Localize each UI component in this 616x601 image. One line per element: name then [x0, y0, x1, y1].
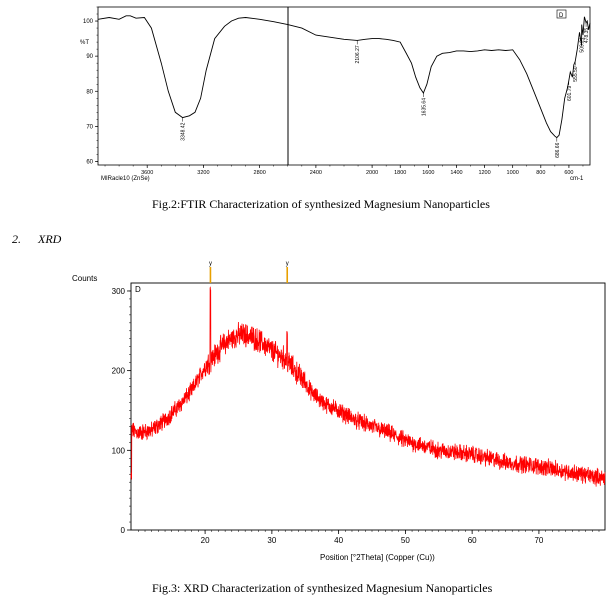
ftir-corner-box: [556, 9, 567, 19]
section-number: 2.: [12, 232, 21, 246]
ftir-x-tick-label: 1400: [450, 170, 462, 176]
section-heading: 2. XRD: [12, 232, 61, 247]
ftir-y-tick-label: 70: [86, 124, 93, 130]
ftir-peak-label: 601.79: [567, 86, 573, 102]
ftir-peak-label: 2106.27: [355, 45, 361, 63]
ftir-peak-label: 1635.64: [421, 98, 427, 116]
section-title: XRD: [38, 232, 62, 246]
xrd-x-tick-label: 30: [267, 536, 276, 545]
xrd-marker-label: y: [209, 261, 212, 267]
ftir-x-tick-label: 2000: [366, 170, 378, 176]
xrd-x-tick-label: 70: [534, 536, 543, 545]
ftir-x-tick-label: 800: [536, 170, 545, 176]
xrd-x-ticks: 20 30 40 50 60 70: [138, 530, 600, 545]
ftir-corner-label: D: [559, 13, 564, 19]
ftir-peak-annotation: 3348.42: [181, 117, 187, 141]
xrd-marker-label: y: [286, 261, 289, 267]
xrd-reference-marker: y: [209, 261, 212, 283]
ftir-y-tick-label: 90: [86, 54, 93, 60]
ftir-x-tick-label: 2800: [254, 170, 266, 176]
figure3-caption: Fig.3: XRD Characterization of synthesiz…: [152, 581, 493, 595]
ftir-chart: %T D MIRacle10 (ZnSe) cm-1 60 70 80 90 100 3…: [0, 0, 616, 190]
ftir-peak-annotation: 478.35: [584, 22, 590, 44]
ftir-y-tick-label: 80: [86, 89, 93, 95]
xrd-y-tick-label: 0: [121, 526, 126, 535]
ftir-x-tick-label: 3600: [141, 170, 153, 176]
xrd-ylabel: Counts: [72, 274, 97, 283]
ftir-plot-frame: [97, 6, 591, 166]
ftir-spectrum-line: [97, 15, 591, 139]
xrd-x-tick-label: 40: [334, 536, 343, 545]
xrd-plot-frame: [130, 282, 606, 531]
ftir-peak-annotation: 555.50: [573, 61, 579, 82]
xrd-reference-marker: y: [286, 261, 289, 283]
ftir-svg: %T D MIRacle10 (ZnSe) cm-1 60 70 80 90 100 3…: [80, 6, 591, 182]
ftir-ylabel: %T: [80, 40, 89, 46]
ftir-x-tick-label: 1600: [422, 170, 434, 176]
ftir-peak-annotation: 2106.27: [355, 40, 361, 63]
figure2-caption: Fig.2:FTIR Characterization of synthesiz…: [152, 197, 490, 211]
ftir-x-ticks: 3600 3200 2800 2400 2000 1800 1600 1400 1200 1000…: [104, 165, 584, 176]
ftir-y-ticks: 60 70 80 90 100: [83, 6, 98, 165]
ftir-y-tick-label: 60: [86, 159, 93, 165]
xrd-x-tick-label: 20: [201, 536, 210, 545]
ftir-x-tick-label: 1200: [478, 170, 490, 176]
ftir-peak-label: 686.66: [555, 142, 561, 158]
ftir-peak-label: 555.50: [573, 66, 579, 82]
ftir-instrument-label: MIRacle10 (ZnSe): [101, 176, 150, 182]
ftir-peak-annotation: 1635.64: [421, 93, 427, 116]
xrd-x-tick-label: 60: [468, 536, 477, 545]
ftir-peak-annotation: 686.66: [555, 137, 561, 158]
xrd-y-tick-label: 100: [112, 446, 126, 455]
ftir-x-tick-label: 1000: [507, 170, 519, 176]
ftir-peak-label: 509.21: [580, 37, 586, 53]
xrd-corner-label: D: [135, 285, 141, 294]
xrd-y-ticks: 0 100 200 300: [112, 287, 131, 535]
ftir-x-tick-label: 1800: [394, 170, 406, 176]
ftir-peak-annotation: 509.21: [580, 32, 586, 53]
ftir-peak-label: 3348.42: [181, 122, 187, 140]
ftir-y-tick-label: 100: [83, 19, 94, 25]
xrd-xlabel: Position [°2Theta] (Copper (Cu)): [320, 553, 435, 562]
ftir-peak-annotation: 601.79: [567, 80, 573, 102]
ftir-x-tick-label: 600: [564, 170, 573, 176]
ftir-x-tick-label: 3200: [197, 170, 209, 176]
xrd-y-tick-label: 200: [112, 367, 126, 376]
xrd-x-tick-label: 50: [401, 536, 410, 545]
xrd-y-tick-label: 300: [112, 287, 126, 296]
xrd-pattern-line: [130, 286, 606, 487]
ftir-peak-label: 478.35: [584, 28, 590, 44]
ftir-x-tick-label: 2400: [310, 170, 322, 176]
ftir-unit-label: cm-1: [570, 176, 584, 182]
